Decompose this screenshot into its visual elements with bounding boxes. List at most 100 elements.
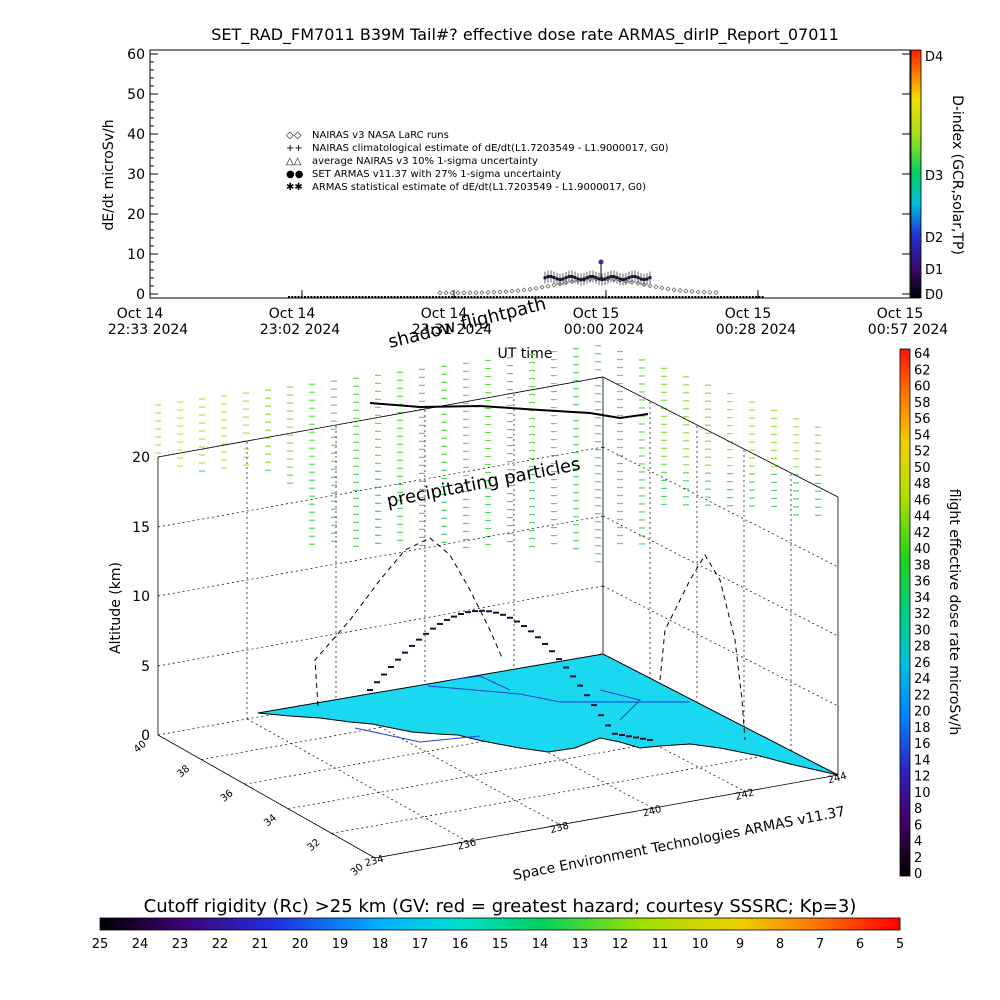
baseline-marker: [505, 296, 508, 298]
nairas-point: [629, 279, 635, 285]
baseline-marker: [307, 296, 310, 298]
cutoff-tick-label: 17: [412, 937, 429, 952]
dose-rate-tick-label: 50: [914, 461, 931, 476]
nairas-point: [701, 289, 707, 295]
nairas-point: [443, 290, 449, 296]
dose-rate-tick-label: 4: [914, 835, 922, 850]
baseline-marker: [553, 296, 556, 298]
baseline-marker: [528, 296, 530, 298]
baseline-marker: [630, 296, 633, 298]
nairas-point: [551, 282, 557, 288]
box-frame: [157, 376, 839, 859]
nairas-point: [647, 283, 653, 289]
baseline-marker: [352, 296, 354, 298]
baseline-marker: [726, 296, 729, 298]
dose-rate-tick-label: 48: [914, 477, 931, 492]
nairas-point: [485, 289, 491, 295]
baseline-marker: [390, 296, 393, 298]
dindex-tick-label: D4: [925, 50, 943, 65]
altitude-tick-label: 0: [141, 728, 150, 744]
dose-rate-tick-label: 8: [914, 802, 922, 817]
dose-rate-tick-label: 62: [914, 363, 931, 378]
top-x-tick-label: 00:28 2024: [716, 322, 797, 338]
baseline-marker: [748, 296, 751, 298]
baseline-marker: [720, 296, 722, 298]
dose-rate-tick-label: 44: [914, 510, 931, 525]
dindex-tick-label: D0: [925, 288, 943, 303]
top-x-tick-label: Oct 15: [725, 306, 771, 322]
baseline-marker: [291, 296, 294, 298]
map-contours: [354, 675, 690, 743]
dose-rate-tick-label: 12: [914, 770, 931, 785]
baseline-marker: [326, 296, 329, 298]
dose-rate-tick-label: 58: [914, 396, 931, 411]
legend: ◇◇ NAIRAS v3 NASA LaRC runs ++ NAIRAS clima…: [286, 130, 669, 193]
cutoff-tick-label: 8: [776, 937, 784, 952]
baseline-marker: [409, 296, 412, 298]
baseline-marker: [368, 296, 370, 298]
baseline-marker: [371, 296, 374, 298]
latitude-tick-label: 32: [306, 837, 323, 854]
baseline-marker: [668, 296, 671, 298]
dose-rate-tick-label: 22: [914, 688, 931, 703]
nairas-point: [509, 288, 515, 294]
baseline-marker: [425, 296, 428, 298]
altitude-tick-label: 5: [141, 659, 150, 675]
credit-annotation: Space Environment Technologies ARMAS v11…: [512, 804, 847, 884]
dindex-colorbar: [910, 49, 922, 299]
baseline-marker: [304, 296, 306, 298]
baseline-marker: [310, 296, 313, 298]
latitude-tick-label: 38: [175, 763, 192, 780]
nairas-point: [707, 289, 713, 295]
baseline-marker: [288, 296, 290, 298]
baseline-marker: [729, 296, 732, 298]
baseline-marker: [643, 296, 646, 298]
altitude-tick-label: 10: [132, 589, 150, 605]
dindex-tick-label: D3: [925, 169, 943, 184]
dose-rate-tick-label: 60: [914, 380, 931, 395]
dose-rate-tick-label: 6: [914, 818, 922, 833]
baseline-marker: [665, 296, 668, 298]
baseline-marker: [396, 296, 399, 298]
cutoff-tick-label: 11: [652, 937, 669, 952]
altitude-ticks: 0 5 10 15 20: [132, 450, 150, 744]
flight-path-3d: [367, 609, 653, 741]
top-y-tick-label: 0: [136, 287, 145, 303]
longitude-tick-label: 236: [456, 837, 477, 853]
baseline-marker: [537, 296, 540, 298]
baseline-marker: [572, 296, 575, 298]
coastline-sea-surface: [257, 653, 839, 776]
baseline-marker: [508, 296, 511, 298]
top-plane-flightpath: [369, 402, 649, 420]
nairas-point: [479, 290, 485, 296]
baseline-marker: [761, 296, 764, 298]
nairas-point: [563, 280, 569, 286]
legend-entry: NAIRAS v3 NASA LaRC runs: [312, 130, 449, 141]
top-x-tick-label: 00:00 2024: [564, 322, 645, 338]
baseline-marker: [422, 296, 425, 298]
longitude-tick-label: 238: [549, 821, 570, 837]
baseline-marker: [675, 296, 678, 298]
baseline-marker: [467, 296, 470, 298]
legend-entry: SET ARMAS v11.37 with 27% 1-sigma uncert…: [312, 169, 561, 180]
longitude-tick-label: 244: [827, 771, 848, 787]
baseline-marker: [588, 296, 591, 298]
box-gridlines: [157, 376, 839, 842]
longitude-tick-label: 234: [364, 854, 385, 870]
baseline-marker: [438, 296, 441, 298]
chart-title: SET_RAD_FM7011 B39M Tail#? effective dos…: [211, 25, 839, 45]
baseline-marker: [608, 296, 610, 298]
dindex-tick-label: D2: [925, 231, 943, 246]
nairas-point: [695, 289, 701, 295]
top-y-tick-label: 10: [127, 247, 145, 263]
baseline-marker: [534, 296, 537, 298]
baseline-marker: [736, 296, 738, 298]
series-armas-measurements: [543, 259, 652, 286]
baseline-marker: [620, 296, 623, 298]
dose-rate-tick-label: 24: [914, 672, 931, 687]
baseline-marker: [300, 296, 303, 298]
baseline-marker: [496, 296, 498, 298]
nairas-point: [515, 288, 521, 294]
baseline-marker: [681, 296, 684, 298]
top-x-tick-label: Oct 14: [117, 306, 164, 322]
